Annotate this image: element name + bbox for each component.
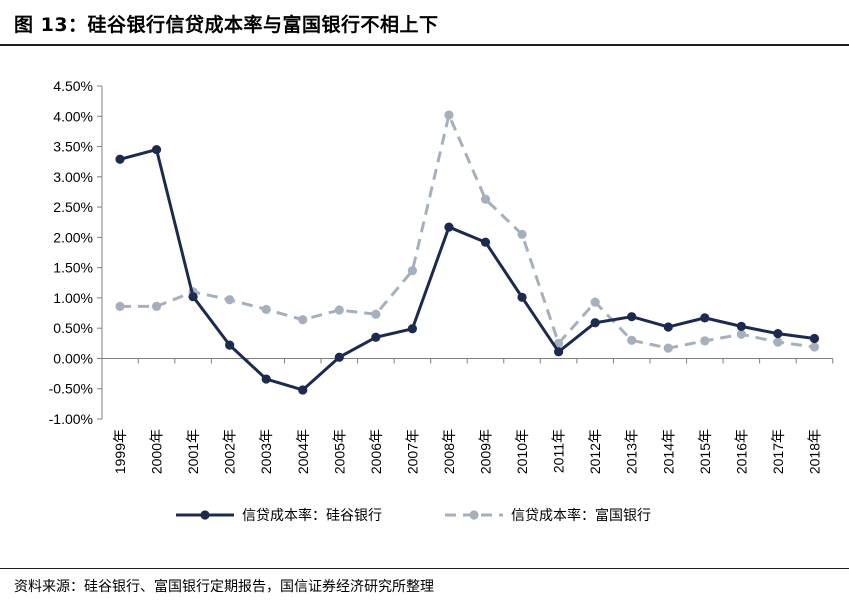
figure-title: 图 13：硅谷银行信贷成本率与富国银行不相上下 bbox=[14, 14, 439, 36]
y-tick-label: 2.00% bbox=[53, 229, 93, 245]
data-point bbox=[480, 237, 491, 247]
data-point bbox=[261, 304, 271, 315]
x-tick-label: 1999年 bbox=[112, 429, 128, 474]
y-axis: 4.50% 4.00% 3.50% 3.00% 2.50% 2.00% 1.50% 1.00%… bbox=[49, 78, 103, 427]
y-tick-label: 2.50% bbox=[53, 199, 93, 215]
data-point bbox=[334, 352, 344, 362]
x-tick-label: 2006年 bbox=[368, 429, 384, 474]
x-tick-label: 2013年 bbox=[624, 429, 640, 474]
x-tick-label: 2017年 bbox=[770, 429, 786, 474]
title-bar: 图 13：硅谷银行信贷成本率与富国银行不相上下 bbox=[0, 0, 849, 44]
x-tick-label: 2001年 bbox=[185, 429, 201, 474]
y-tick-label: 1.50% bbox=[53, 260, 93, 276]
y-tick-label: 4.50% bbox=[53, 78, 93, 94]
data-point bbox=[590, 318, 600, 328]
data-point bbox=[371, 332, 381, 342]
data-point bbox=[517, 229, 527, 239]
x-tick-label: 2015年 bbox=[697, 429, 713, 474]
data-point bbox=[773, 337, 783, 347]
x-tick-label: 2000年 bbox=[149, 429, 165, 474]
x-tick-label: 2008年 bbox=[441, 429, 457, 474]
series-lines bbox=[115, 110, 820, 395]
legend-swatch-marker bbox=[469, 510, 479, 520]
data-point bbox=[407, 266, 417, 276]
data-point bbox=[225, 340, 235, 350]
y-tick-label: 1.00% bbox=[53, 290, 93, 306]
y-tick-label: -1.00% bbox=[49, 411, 93, 427]
x-tick-label: 2010年 bbox=[514, 429, 530, 474]
source-note: 资料来源：硅谷银行、富国银行定期报告，国信证券经济研究所整理 bbox=[14, 579, 434, 595]
legend-label: 信贷成本率：硅谷银行 bbox=[242, 507, 382, 524]
y-tick-label: -0.50% bbox=[49, 381, 93, 397]
y-tick-label: 0.50% bbox=[53, 320, 93, 336]
data-point bbox=[334, 305, 344, 315]
data-point bbox=[517, 292, 527, 302]
data-point bbox=[773, 329, 783, 339]
data-point bbox=[554, 347, 564, 357]
x-tick-label: 2005年 bbox=[331, 429, 347, 474]
data-point bbox=[115, 154, 125, 164]
line-chart: 4.50% 4.00% 3.50% 3.00% 2.50% 2.00% 1.50% 1.00%… bbox=[49, 78, 834, 524]
data-point bbox=[151, 144, 162, 155]
data-point bbox=[736, 329, 746, 339]
title-divider bbox=[0, 44, 849, 46]
data-point bbox=[700, 336, 710, 346]
x-tick-label: 2004年 bbox=[295, 429, 311, 474]
x-tick-label: 2003年 bbox=[258, 429, 274, 474]
data-point bbox=[627, 312, 637, 322]
data-point bbox=[188, 292, 198, 302]
x-tick-label: 2009年 bbox=[478, 429, 494, 474]
series-line bbox=[120, 113, 815, 350]
series-2 bbox=[115, 110, 820, 353]
legend: 信贷成本率：硅谷银行 信贷成本率：富国银行 bbox=[176, 507, 651, 524]
data-point bbox=[407, 324, 417, 334]
data-point bbox=[480, 194, 491, 204]
data-point bbox=[115, 301, 125, 311]
data-point bbox=[261, 374, 271, 384]
x-tick-label: 2014年 bbox=[660, 429, 676, 474]
data-point bbox=[444, 110, 454, 120]
data-point bbox=[554, 338, 564, 348]
data-point bbox=[663, 343, 673, 353]
data-point bbox=[809, 342, 820, 352]
data-point bbox=[371, 309, 381, 319]
x-tick-label: 2016年 bbox=[733, 429, 749, 474]
data-point bbox=[151, 301, 162, 311]
data-point bbox=[590, 297, 600, 307]
series-1 bbox=[115, 144, 820, 395]
data-point bbox=[298, 315, 308, 325]
data-point bbox=[736, 321, 746, 331]
x-tick-label: 2011年 bbox=[551, 429, 567, 473]
data-point bbox=[700, 313, 710, 323]
x-tick-label: 2002年 bbox=[222, 429, 238, 474]
data-point bbox=[663, 322, 673, 332]
x-tick-label: 2018年 bbox=[806, 429, 822, 474]
y-tick-label: 3.00% bbox=[53, 169, 93, 185]
legend-label: 信贷成本率：富国银行 bbox=[511, 507, 651, 524]
x-tick-label: 2007年 bbox=[404, 429, 420, 474]
y-tick-label: 4.00% bbox=[53, 108, 93, 124]
x-axis: 1999年 2000年 2001年 2002年 2003年 2004年 2005年 2006年… bbox=[102, 357, 834, 474]
data-point bbox=[225, 295, 235, 305]
y-tick-label: 0.00% bbox=[53, 350, 93, 366]
x-tick-label: 2012年 bbox=[587, 429, 603, 474]
data-point bbox=[627, 335, 637, 345]
legend-swatch-marker bbox=[200, 510, 210, 520]
y-tick-label: 3.50% bbox=[53, 139, 93, 155]
data-point bbox=[444, 222, 454, 232]
source-divider bbox=[0, 568, 849, 569]
series-line bbox=[119, 148, 815, 392]
data-point bbox=[809, 333, 820, 344]
data-point bbox=[298, 385, 308, 395]
